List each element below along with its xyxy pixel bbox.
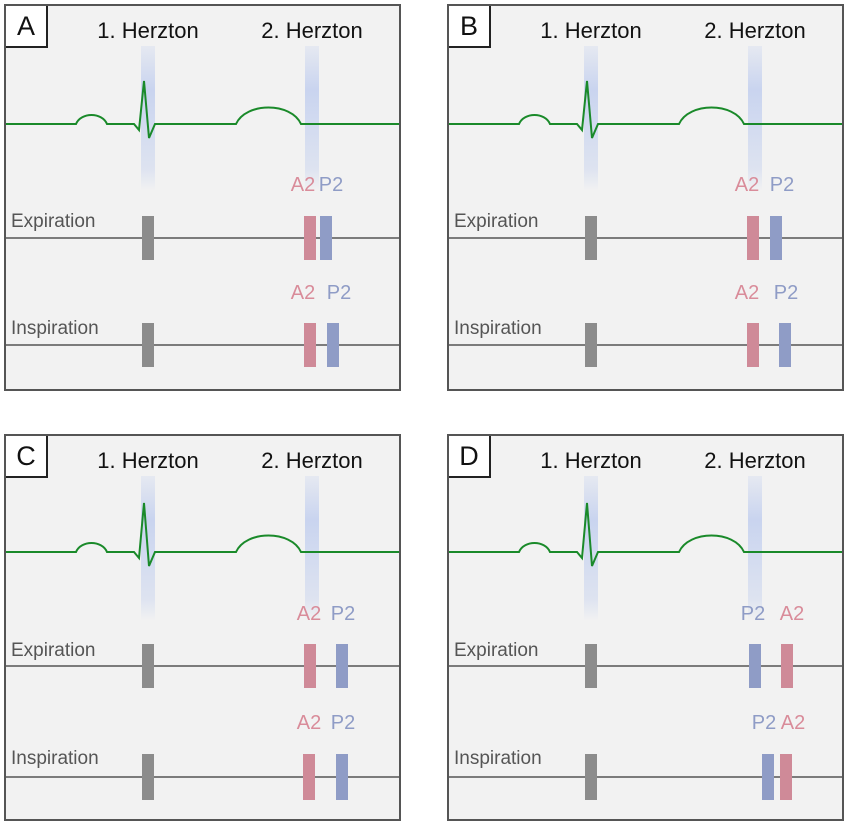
- inspiration-a2-label: A2: [734, 282, 760, 304]
- panel-letter: B: [449, 6, 491, 48]
- heart-sound-1-label: 1. Herzton: [97, 18, 199, 43]
- heart-sound-2-label: 2. Herzton: [261, 448, 363, 473]
- panel-d: D 1. Herzton 2. Herzton Expiration Inspi…: [447, 434, 844, 821]
- inspiration-label: Inspiration: [11, 318, 99, 339]
- inspiration-a2-bar: [304, 323, 316, 367]
- ecg-trace: [449, 502, 842, 567]
- panel-c: C 1. Herzton 2. Herzton Expiration Inspi…: [4, 434, 401, 821]
- expiration-s1-bar: [585, 644, 597, 688]
- inspiration-a2-bar: [747, 323, 759, 367]
- inspiration-p2-bar: [327, 323, 339, 367]
- expiration-p2-bar: [770, 216, 782, 260]
- inspiration-p2-bar: [762, 754, 774, 800]
- inspiration-p2-label: P2: [773, 282, 799, 304]
- expiration-a2-bar: [304, 216, 316, 260]
- inspiration-s1-bar: [585, 323, 597, 367]
- ecg-trace: [449, 80, 842, 139]
- inspiration-s1-bar: [142, 323, 154, 367]
- expiration-a2-label: A2: [734, 174, 760, 196]
- expiration-s1-bar: [142, 644, 154, 688]
- panel-letter: C: [6, 436, 48, 478]
- s2-highlight: [748, 46, 762, 191]
- heart-sound-1-label: 1. Herzton: [97, 448, 199, 473]
- expiration-a2-label: A2: [779, 603, 805, 625]
- expiration-s1-bar: [142, 216, 154, 260]
- inspiration-s1-bar: [142, 754, 154, 800]
- inspiration-p2-label: P2: [326, 282, 352, 304]
- expiration-p2-bar: [336, 644, 348, 688]
- expiration-p2-label: P2: [318, 174, 344, 196]
- panel-b: B 1. Herzton 2. Herzton Expiration Inspi…: [447, 4, 844, 391]
- inspiration-a2-label: A2: [296, 712, 322, 734]
- heart-sound-2-label: 2. Herzton: [261, 18, 363, 43]
- expiration-label: Expiration: [454, 640, 539, 661]
- expiration-p2-label: P2: [740, 603, 766, 625]
- expiration-a2-bar: [747, 216, 759, 260]
- expiration-s1-bar: [585, 216, 597, 260]
- inspiration-label: Inspiration: [454, 318, 542, 339]
- heart-sound-1-label: 1. Herzton: [540, 18, 642, 43]
- panel-d-graphic: [449, 476, 842, 800]
- expiration-a2-bar: [304, 644, 316, 688]
- panel-letter: A: [6, 6, 48, 48]
- inspiration-label: Inspiration: [454, 748, 542, 769]
- expiration-p2-label: P2: [330, 603, 356, 625]
- expiration-a2-label: A2: [296, 603, 322, 625]
- panel-c-graphic: [6, 476, 399, 800]
- expiration-label: Expiration: [11, 211, 96, 232]
- ecg-trace: [6, 502, 399, 567]
- heart-sound-2-label: 2. Herzton: [704, 448, 806, 473]
- inspiration-a2-label: A2: [290, 282, 316, 304]
- heart-sound-2-label: 2. Herzton: [704, 18, 806, 43]
- inspiration-p2-label: P2: [751, 712, 777, 734]
- expiration-p2-bar: [320, 216, 332, 260]
- expiration-label: Expiration: [454, 211, 539, 232]
- heart-sound-1-label: 1. Herzton: [540, 448, 642, 473]
- inspiration-label: Inspiration: [11, 748, 99, 769]
- inspiration-p2-bar: [779, 323, 791, 367]
- s2-highlight: [305, 46, 319, 191]
- inspiration-p2-label: P2: [330, 712, 356, 734]
- expiration-label: Expiration: [11, 640, 96, 661]
- inspiration-p2-bar: [336, 754, 348, 800]
- s2-highlight: [748, 476, 762, 621]
- panel-letter: D: [449, 436, 491, 478]
- inspiration-a2-bar: [780, 754, 792, 800]
- expiration-p2-bar: [749, 644, 761, 688]
- inspiration-s1-bar: [585, 754, 597, 800]
- expiration-a2-bar: [781, 644, 793, 688]
- panel-b-graphic: [449, 46, 842, 367]
- inspiration-a2-bar: [303, 754, 315, 800]
- expiration-a2-label: A2: [290, 174, 316, 196]
- ecg-trace: [6, 80, 399, 139]
- inspiration-a2-label: A2: [780, 712, 806, 734]
- panel-a: A 1. Herzton 2. Herzton Expiration Inspi…: [4, 4, 401, 391]
- expiration-p2-label: P2: [769, 174, 795, 196]
- s2-highlight: [305, 476, 319, 621]
- panel-a-graphic: [6, 46, 399, 367]
